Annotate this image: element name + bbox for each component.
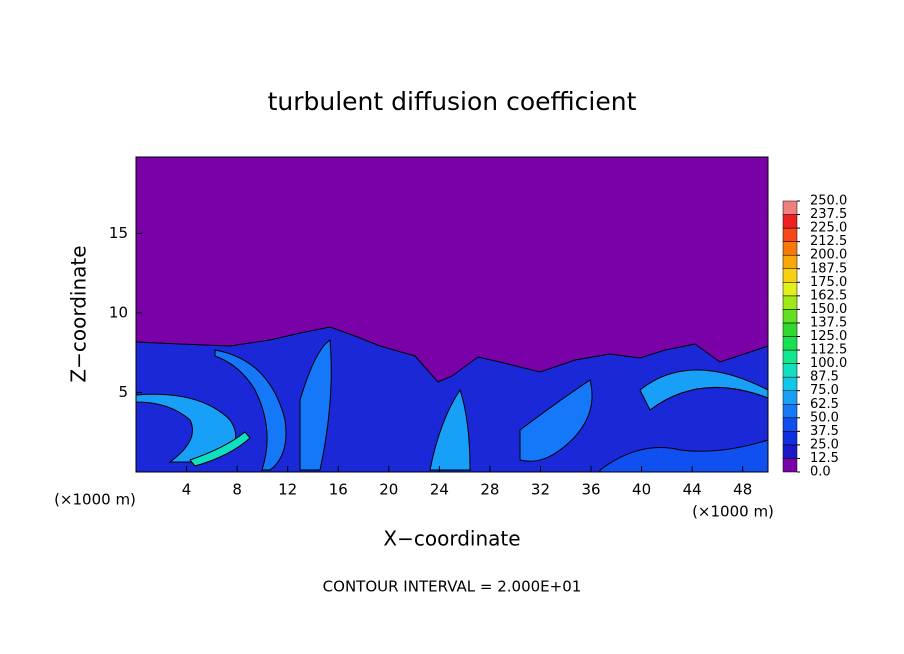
x-tick-label: 28 [480, 481, 499, 499]
x-axis-label: X−coordinate [383, 527, 520, 551]
x-tick-label: 44 [683, 481, 702, 499]
x-tick-label: 32 [531, 481, 550, 499]
colorbar-tick-label: 125.0 [810, 329, 847, 344]
colorbar-tick-label: 212.5 [810, 234, 847, 249]
colorbar-tick-label: 175.0 [810, 275, 847, 290]
colorbar-bin [782, 282, 798, 297]
x-tick-label: 48 [733, 481, 752, 499]
colorbar-tick-label: 87.5 [810, 370, 839, 385]
colorbar-tick-label: 0.0 [810, 465, 831, 480]
x-unit-label: (×1000 m) [692, 503, 774, 521]
colorbar-tick-label: 250.0 [810, 194, 847, 209]
colorbar-tick-label: 75.0 [810, 383, 839, 398]
y-axis-label: Z−coordinate [67, 245, 91, 382]
colorbar-bin [782, 376, 798, 391]
colorbar-tick-label: 50.0 [810, 410, 839, 425]
x-tick-label: 4 [182, 481, 192, 499]
field-blob [429, 388, 471, 471]
x-tick-label: 24 [430, 481, 449, 499]
colorbar-tick-label: 12.5 [810, 451, 839, 466]
colorbar-bin [782, 254, 798, 269]
y-tick-label: 15 [109, 224, 128, 242]
colorbar-bin [782, 390, 798, 405]
colorbar-bin [782, 227, 798, 242]
x-tick-label: 40 [632, 481, 651, 499]
field-blob [519, 379, 593, 462]
x-tick-label: 20 [379, 481, 398, 499]
colorbar-tick-label: 237.5 [810, 207, 847, 222]
colorbar-bin [782, 200, 798, 215]
y-tick-label: 5 [118, 383, 128, 401]
colorbar-tick-label: 150.0 [810, 302, 847, 317]
colorbar-bin [782, 214, 798, 229]
contour-interval: CONTOUR INTERVAL = 2.000E+01 [323, 578, 582, 596]
colorbar-tick-label: 200.0 [810, 248, 847, 263]
x-tick-label: 8 [232, 481, 242, 499]
colorbar-tick-label: 225.0 [810, 221, 847, 236]
colorbar-bin [782, 363, 798, 378]
colorbar-tick-label: 37.5 [810, 424, 839, 439]
x-tick-label: 36 [581, 481, 600, 499]
colorbar-tick-label: 137.5 [810, 315, 847, 330]
colorbar-bin [782, 458, 798, 473]
colorbar-bin [782, 309, 798, 324]
x-unit-label: (×1000 m) [54, 491, 136, 509]
colorbar-bin [782, 431, 798, 446]
colorbar-bin [782, 336, 798, 351]
x-tick-label: 12 [278, 481, 297, 499]
x-tick-label: 16 [329, 481, 348, 499]
y-tick-label: 10 [109, 303, 128, 321]
colorbar-tick-label: 62.5 [810, 397, 839, 412]
field [135, 157, 769, 473]
colorbar-bin [782, 241, 798, 256]
colorbar-tick-label: 25.0 [810, 437, 839, 452]
colorbar-tick-label: 100.0 [810, 356, 847, 371]
colorbar-bin [782, 268, 798, 283]
colorbar-bin [782, 404, 798, 419]
field-blob [189, 431, 251, 467]
field-region [135, 326, 769, 473]
colorbar-bin [782, 444, 798, 459]
colorbar-bin [782, 349, 798, 364]
field-blob [214, 349, 287, 471]
colorbar-tick-label: 112.5 [810, 343, 847, 358]
colorbar-tick-label: 187.5 [810, 261, 847, 276]
colorbar-bin [782, 322, 798, 337]
colorbar-tick-label: 162.5 [810, 288, 847, 303]
colorbar-bin [782, 295, 798, 310]
plot-frame [135, 156, 769, 473]
field-blob [599, 439, 769, 473]
colorbar-bin [782, 417, 798, 432]
chart-title: turbulent diffusion coefficient [268, 87, 637, 116]
field-blob [299, 339, 332, 471]
